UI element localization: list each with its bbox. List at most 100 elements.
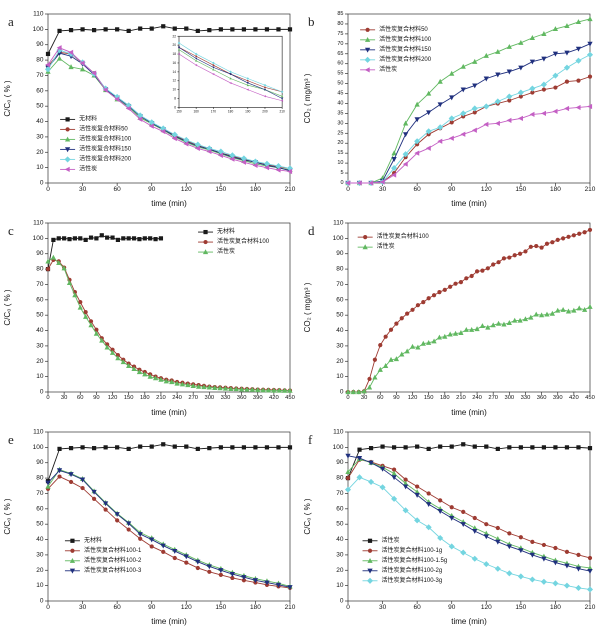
triangle-left-marker	[379, 179, 385, 185]
diamond-marker	[517, 89, 524, 96]
square-marker	[105, 235, 110, 240]
triangle-up-marker	[388, 356, 394, 362]
circle-marker	[550, 240, 555, 245]
triangle-up-marker	[246, 83, 249, 87]
triangle-up-marker	[575, 19, 582, 25]
triangle-down-marker	[587, 41, 593, 47]
y-tick-label: 60	[337, 61, 343, 67]
triangle-up-marker	[565, 308, 572, 314]
x-axis-label: time (min)	[451, 199, 487, 208]
triangle-up-marker	[345, 469, 351, 475]
legend-label: 无材料	[84, 536, 102, 544]
triangle-up-marker	[431, 338, 437, 344]
y-tick-label: 20	[336, 567, 344, 574]
series-line	[348, 54, 591, 184]
x-tick-label: 120	[181, 604, 192, 611]
circle-marker	[230, 575, 235, 581]
triangle-down-marker	[345, 453, 351, 459]
triangle-up-marker	[533, 311, 539, 317]
triangle-up-marker	[233, 386, 239, 392]
square-marker	[138, 26, 143, 31]
triangle-left-marker	[137, 116, 143, 122]
circle-marker	[172, 555, 177, 561]
triangle-down-marker	[426, 110, 432, 116]
diamond-marker	[586, 586, 594, 593]
x-tick-label: 150	[515, 186, 526, 193]
triangle-up-marker	[350, 389, 357, 395]
x-tick-label: 90	[148, 604, 156, 611]
plot-area: 0 30 60 90 120 150 180 210 240 270 300 330 360 390 420…	[33, 220, 295, 402]
triangle-up-marker	[383, 363, 389, 368]
square-marker	[153, 237, 158, 242]
x-axis-label: time (min)	[151, 617, 187, 626]
triangle-down-marker	[414, 117, 420, 123]
diamond-marker	[366, 577, 374, 584]
triangle-down-marker	[426, 502, 432, 508]
circle-marker	[363, 235, 368, 240]
triangle-left-marker	[587, 103, 593, 110]
triangle-left-marker	[506, 117, 512, 123]
panel-letter-f: f	[308, 432, 313, 447]
series-line	[47, 443, 290, 482]
y-tick-label: 100	[33, 235, 44, 242]
series-line	[47, 25, 290, 55]
triangle-up-marker	[485, 324, 491, 330]
y-tick-label: 10	[36, 582, 44, 589]
triangle-up-marker	[174, 380, 180, 386]
chart-panel-c: c 0 30 60 90 120 150 180 210 240 270 300 330 360 390 4…	[0, 209, 300, 418]
circle-marker	[264, 86, 266, 89]
diamond-marker	[552, 72, 559, 79]
x-tick-label: 210	[285, 186, 296, 193]
y-tick-label: 20	[172, 43, 176, 47]
triangle-left-marker	[229, 156, 235, 162]
square-marker	[253, 27, 258, 32]
y-tick-label: 50	[36, 312, 44, 319]
triangle-up-marker	[472, 58, 478, 64]
x-tick-label: 360	[237, 395, 247, 401]
circle-marker	[126, 527, 131, 532]
triangle-down-marker	[564, 50, 570, 56]
triangle-up-marker	[136, 369, 143, 375]
square-marker	[230, 27, 235, 32]
x-axis-label: time (min)	[151, 408, 187, 417]
triangle-down-marker	[137, 532, 143, 538]
legend-label: 活性炭复合材料100	[217, 237, 270, 245]
circle-marker	[518, 535, 523, 540]
x-tick-label: 300	[504, 395, 514, 401]
triangle-up-marker	[69, 557, 76, 563]
x-tick-label: 120	[481, 604, 492, 611]
data-series	[345, 227, 593, 395]
y-tick-label: 60	[36, 87, 44, 94]
square-marker	[115, 27, 120, 32]
y-tick-label: 90	[36, 41, 44, 48]
triangle-up-marker	[77, 304, 83, 310]
triangle-down-marker	[379, 466, 386, 472]
square-marker	[148, 236, 153, 241]
y-tick-label: 30	[36, 133, 44, 140]
diamond-marker	[194, 52, 198, 56]
square-marker	[518, 445, 523, 450]
circle-marker	[367, 548, 373, 553]
legend-label: 活性炭复合材料100	[79, 134, 132, 142]
circle-marker	[246, 79, 249, 82]
triangle-up-marker	[581, 306, 588, 312]
plot-frame	[47, 431, 291, 602]
triangle-left-marker	[529, 111, 535, 118]
triangle-up-marker	[529, 35, 536, 40]
triangle-down-marker	[529, 59, 536, 65]
diamond-marker	[437, 124, 444, 131]
circle-marker	[405, 311, 410, 316]
square-marker	[184, 26, 189, 31]
square-marker	[65, 117, 70, 122]
diamond-marker	[471, 555, 478, 562]
triangle-up-marker	[68, 64, 74, 70]
triangle-left-marker	[64, 166, 70, 173]
circle-marker	[403, 477, 408, 482]
chart-canvas-d: 0 30 60 90 120 150 180 210 240 270 300 330 360 390 420…	[303, 220, 595, 418]
x-tick-label: 0	[46, 186, 50, 193]
chart-canvas-c: 0 30 60 90 120 150 180 210 240 270 300 330 360 390 420…	[3, 220, 295, 418]
diamond-marker	[552, 580, 559, 587]
triangle-left-marker	[194, 145, 200, 152]
legend-label: 活性炭复合材料100	[377, 232, 430, 240]
